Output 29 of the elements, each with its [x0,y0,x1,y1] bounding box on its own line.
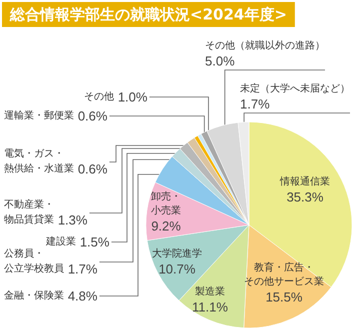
data-label: 1.3% [58,212,88,228]
data-label: 10.7% [158,262,196,276]
data-label: 4.8% [68,288,98,304]
data-label: 9.2% [151,218,182,234]
data-label: 0.6% [78,162,108,176]
data-label: 1.0% [118,90,148,104]
chart-title: 総合情報学部生の就職状況<2024年度> [9,6,287,24]
slice-label: 不動産業・物品賃貸業 [4,198,54,226]
data-label: 15.5% [266,290,303,304]
data-label: 1.7% [68,262,98,276]
data-label: 1.5% [80,234,110,250]
slice-label: 製造業 [195,286,225,298]
slice-label: 大学院進学 [152,248,202,260]
data-label: 5.0% [205,54,236,68]
slice-label: その他 [84,90,114,102]
slice-label: 運輸業・郵便業 [4,110,74,122]
slice-label: その他（就職以外の進路） [205,40,325,52]
data-label: 11.1% [192,300,228,314]
slice-label: 卸売・小売業 [151,190,181,216]
slice-label: 電気・ガス・熱供給・水道業 [4,148,74,174]
slice-label: 情報通信業 [279,176,330,188]
data-label: 35.3% [286,190,324,204]
data-label: 0.6% [78,108,108,124]
data-label: 1.7% [240,96,270,112]
slice-label: 公務員・公立学校教員 [4,248,64,274]
slice-label: 教育・広告・その他サービス業 [244,262,324,288]
slice-label: 未定（大学へ未届など） [240,82,350,94]
slice-label: 金融・保険業 [4,290,64,302]
slice-label: 建設業 [45,236,76,248]
